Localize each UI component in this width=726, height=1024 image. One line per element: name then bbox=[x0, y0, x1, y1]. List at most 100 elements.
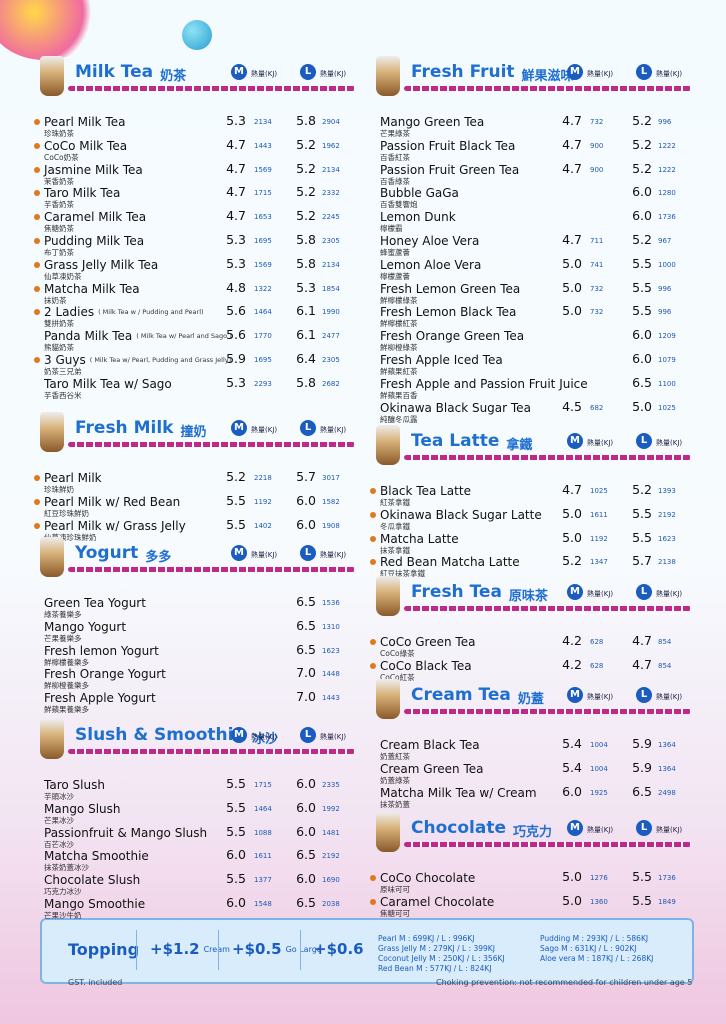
l-price: 5.9 bbox=[632, 736, 652, 751]
m-kj: 1276 bbox=[590, 874, 608, 882]
size-l-badge: L bbox=[300, 727, 316, 743]
item-name-zh: 奶蓋綠茶 bbox=[380, 775, 410, 785]
m-kj: 732 bbox=[590, 308, 604, 317]
l-price: 6.0 bbox=[632, 327, 652, 343]
l-kj: 3017 bbox=[322, 474, 340, 482]
topping-item: Sago M : 631KJ / L : 902KJ bbox=[540, 944, 637, 953]
l-kj: 1025 bbox=[658, 403, 676, 412]
l-price: 5.5 bbox=[632, 505, 652, 521]
l-kj: 2038 bbox=[322, 900, 340, 908]
item-name: Matcha Latte bbox=[380, 531, 459, 546]
topping-box: Topping +$1.2 Cream +$0.5 Go Large +$0.6 Pear… bbox=[40, 918, 694, 984]
topping-label: Topping bbox=[68, 940, 140, 959]
l-kj: 2335 bbox=[322, 781, 340, 789]
size-m-badge: M bbox=[567, 433, 583, 449]
kj-header: 熱量(KJ) bbox=[587, 590, 614, 598]
kj-header: 熱量(KJ) bbox=[320, 70, 347, 78]
item-name: Matcha Milk Tea w/ Cream bbox=[380, 785, 537, 800]
item-name-zh: 鮮蘋果百香 bbox=[380, 390, 418, 400]
size-l-badge: L bbox=[636, 64, 652, 80]
m-price: 5.0 bbox=[562, 279, 582, 295]
item-name-zh: 奶蓋紅茶 bbox=[380, 752, 410, 761]
m-kj: 1695 bbox=[254, 356, 272, 364]
bullet bbox=[34, 190, 40, 197]
section-title: Chocolate bbox=[411, 818, 506, 838]
m-price: 5.2 bbox=[226, 469, 246, 484]
section-title: Yogurt bbox=[75, 543, 139, 563]
bullet bbox=[370, 875, 376, 881]
l-price: 6.0 bbox=[296, 492, 316, 508]
l-price: 5.5 bbox=[632, 279, 652, 295]
bullet bbox=[34, 475, 40, 481]
l-kj: 2192 bbox=[658, 510, 676, 519]
section-bar bbox=[404, 842, 691, 847]
item-name-zh: 鮮檸檬綠茶 bbox=[380, 295, 418, 305]
m-price: 5.9 bbox=[226, 351, 246, 366]
item-name: Taro Milk Tea w/ Sago bbox=[44, 376, 172, 391]
size-l-badge: L bbox=[636, 687, 652, 703]
m-price: 4.7 bbox=[562, 160, 582, 176]
item-name: CoCo Chocolate bbox=[380, 871, 476, 885]
item-name-zh: 鮮蘋果養樂多 bbox=[44, 705, 89, 715]
topping-item: Pearl M : 699KJ / L : 996KJ bbox=[378, 934, 475, 943]
item-name: 3 Guys bbox=[44, 353, 86, 367]
m-kj: 1004 bbox=[590, 764, 608, 773]
l-price: 6.0 bbox=[296, 799, 316, 815]
item-name: Fresh Apple Iced Tea bbox=[380, 353, 503, 367]
item-name: Cream Black Tea bbox=[380, 738, 480, 752]
section-title-zh: 鮮果滋味 bbox=[521, 69, 574, 84]
item-note: ( Milk Tea w/ Pearl and Sago ) bbox=[136, 332, 232, 341]
l-kj: 2305 bbox=[322, 356, 340, 364]
m-price: 4.2 bbox=[562, 633, 582, 648]
section-bar bbox=[404, 709, 691, 714]
m-kj: 1088 bbox=[254, 828, 272, 837]
l-price: 6.5 bbox=[296, 594, 316, 609]
m-price: 5.2 bbox=[562, 553, 582, 569]
item-name: Mango Green Tea bbox=[380, 115, 485, 129]
item-name: Matcha Milk Tea bbox=[44, 281, 140, 296]
item-name-zh: 巧克力冰沙 bbox=[44, 887, 82, 897]
m-kj: 1464 bbox=[254, 308, 272, 317]
l-kj: 1364 bbox=[658, 741, 676, 749]
m-kj: 1611 bbox=[254, 852, 272, 861]
m-kj: 1192 bbox=[254, 497, 272, 506]
l-price: 5.8 bbox=[296, 113, 316, 128]
size-m-badge: M bbox=[567, 64, 583, 80]
l-kj: 2192 bbox=[322, 852, 340, 861]
l-kj: 2134 bbox=[322, 165, 340, 174]
m-price: 5.5 bbox=[226, 871, 246, 887]
item-name: Mango Yogurt bbox=[44, 619, 127, 634]
l-kj: 967 bbox=[658, 237, 672, 245]
item-name-zh: 雙拼奶茶 bbox=[44, 319, 74, 329]
section-bar bbox=[68, 86, 355, 91]
l-kj: 1222 bbox=[658, 141, 676, 150]
m-price: 4.7 bbox=[562, 482, 582, 497]
section-title: Fresh Fruit bbox=[411, 62, 515, 82]
kj-header: 熱量(KJ) bbox=[251, 733, 278, 741]
bullet bbox=[370, 639, 376, 645]
bullet bbox=[34, 285, 40, 292]
l-price: 6.0 bbox=[296, 776, 316, 791]
m-price: 5.5 bbox=[226, 776, 246, 791]
size-l-badge: L bbox=[636, 584, 652, 600]
l-price: 6.5 bbox=[632, 374, 652, 390]
bullet bbox=[34, 166, 40, 173]
item-name: Passion Fruit Black Tea bbox=[380, 138, 516, 153]
l-kj: 1443 bbox=[322, 694, 340, 703]
item-name-zh: 鮮檸檬養樂多 bbox=[44, 657, 89, 667]
m-kj: 1569 bbox=[254, 165, 272, 174]
item-name: Pearl Milk w/ Red Bean bbox=[44, 494, 181, 509]
size-l-badge: L bbox=[300, 64, 316, 80]
drink-icon bbox=[376, 576, 400, 616]
l-price: 5.0 bbox=[632, 398, 652, 414]
item-name: CoCo Green Tea bbox=[380, 635, 476, 649]
size-m-badge: M bbox=[231, 64, 247, 80]
topping-note: Go Large bbox=[285, 945, 322, 954]
section-title-zh: 巧克力 bbox=[512, 825, 552, 840]
item-name-zh: 熊貓奶茶 bbox=[44, 343, 74, 353]
decoration bbox=[0, 0, 100, 60]
l-price: 5.7 bbox=[296, 469, 316, 484]
item-name: Panda Milk Tea bbox=[44, 329, 133, 344]
m-kj: 1322 bbox=[254, 284, 272, 293]
item-name-zh: CoCo奶茶 bbox=[44, 152, 79, 162]
